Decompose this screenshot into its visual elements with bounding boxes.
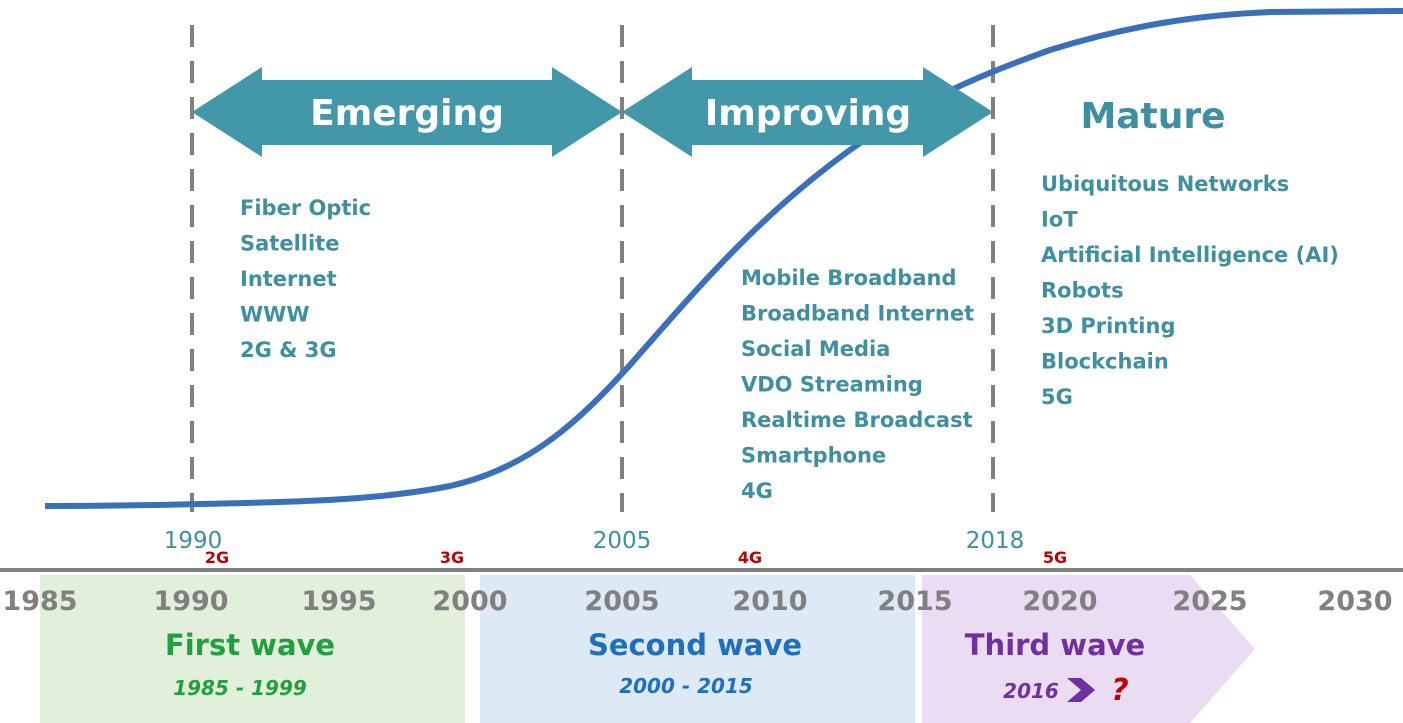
adoption-curve [44,8,1403,509]
emerging-arrow [192,67,622,157]
list-item: Internet [240,267,337,291]
phase-label: Improving [705,93,911,134]
list-item: Robots [1041,279,1124,303]
improving-arrow [622,67,993,157]
axis-year: 2000 [432,586,507,617]
axis-year: 2025 [1172,586,1247,617]
milestone-lines [190,25,995,512]
generation-label: 2G [205,548,229,567]
wave-range: 2000 - 2015 [619,674,753,698]
phase-lists: Fiber Optic Satellite Internet WWW 2G & 3G Mo… [240,172,1339,503]
list-item: Satellite [240,232,339,256]
axis-year: 2015 [877,586,952,617]
wave-name: First wave [165,628,335,662]
list-item: Broadband Internet [741,302,974,326]
list-item: WWW [240,303,310,327]
axis-year: 1990 [153,586,228,617]
axis-year: 1985 [2,586,77,617]
axis-year: 2020 [1022,586,1097,617]
axis-years: 1985 1990 1995 2000 2005 2010 2015 2020 2025 2030 [2,586,1392,617]
list-item: Mobile Broadband [741,266,957,290]
axis-year: 2030 [1317,586,1392,617]
generation-label: 4G [738,548,762,567]
milestone-label: 1990 [164,528,223,554]
milestone-label: 2018 [966,528,1025,554]
list-item: VDO Streaming [741,373,923,397]
wave-range: 2016 [1003,679,1059,703]
list-item: IoT [1041,208,1078,232]
wave-name: Third wave [965,628,1145,662]
list-item: 3D Printing [1041,314,1175,338]
third-wave-band [922,575,1255,723]
chevron [1067,678,1095,702]
list-item: Blockchain [1041,350,1169,374]
list-item: 4G [741,479,773,503]
list-item: 2G & 3G [240,338,337,362]
milestone-label: 2005 [593,528,652,554]
list-item: 5G [1041,385,1073,409]
second-wave-band [480,575,915,723]
list-item: Social Media [741,337,890,361]
generation-label: 3G [440,548,464,567]
wave-range: 1985 - 1999 [173,676,307,700]
list-item: Fiber Optic [240,196,371,220]
list-item: Ubiquitous Networks [1041,172,1289,196]
generation-label: 5G [1043,548,1067,567]
list-item: Artificial Intelligence (AI) [1041,243,1339,267]
list-item: Realtime Broadcast [741,408,973,432]
wave-suffix: ? [1111,673,1128,708]
first-wave-band [40,575,465,723]
list-item: Smartphone [741,444,886,468]
phase-label: Emerging [310,93,504,134]
phase-label: Mature [1080,96,1225,137]
axis-year: 2010 [732,586,807,617]
wave-name: Second wave [588,628,802,662]
axis-year: 1995 [301,586,376,617]
axis-year: 2005 [584,586,659,617]
